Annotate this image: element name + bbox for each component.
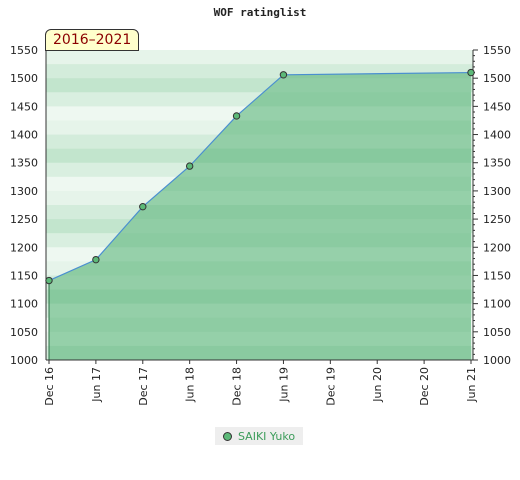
- y-tick-label-left: 1250: [10, 213, 38, 226]
- y-tick-label-left: 1450: [10, 100, 38, 113]
- x-tick-label: Dec 20: [418, 367, 431, 406]
- y-axis-right: 1000 1050 1100 1150 1200 1250 1300 1350 1400 1450…: [473, 44, 511, 367]
- legend[interactable]: SAIKI Yuko: [215, 427, 304, 445]
- x-tick-label: Dec 16: [43, 367, 56, 406]
- x-tick-label: Dec 17: [137, 367, 150, 406]
- y-tick-label-left: 1350: [10, 157, 38, 170]
- area-stripe: [49, 331, 471, 346]
- x-tick-label: Jun 17: [90, 367, 103, 403]
- data-point: [185, 162, 194, 170]
- y-tick-label-right: 1450: [483, 100, 511, 113]
- y-tick-label-left: 1000: [10, 354, 38, 367]
- y-tick-label-left: 1100: [10, 298, 38, 311]
- area-stripe: [49, 275, 471, 290]
- data-point: [467, 68, 475, 77]
- legend-marker: [223, 431, 232, 441]
- y-tick-label-right: 1400: [483, 129, 511, 142]
- y-tick-label-left: 1050: [10, 326, 38, 339]
- data-point: [232, 112, 241, 120]
- y-tick-label-left: 1150: [10, 269, 38, 282]
- y-tick-label-right: 1100: [483, 298, 511, 311]
- y-tick-label-left: 1400: [10, 129, 38, 142]
- area-stripe: [49, 247, 471, 262]
- y-tick-label-right: 1550: [483, 44, 511, 57]
- y-tick-label-right: 1250: [483, 213, 511, 226]
- data-point: [139, 202, 147, 211]
- data-point: [279, 71, 288, 79]
- x-tick-label: Jun 20: [371, 367, 384, 403]
- y-tick-label-right: 1350: [483, 157, 511, 170]
- axes: [45, 50, 474, 361]
- y-tick-label-left: 1200: [10, 241, 38, 254]
- y-tick-label-right: 1300: [483, 185, 511, 198]
- rating-area-fill: [49, 72, 471, 360]
- period-badge: 2016–2021: [45, 29, 140, 51]
- data-point: [45, 276, 53, 285]
- x-tick-label: Dec 18: [231, 367, 244, 406]
- x-tick-label: Jun 19: [277, 367, 290, 403]
- x-tick-label: Dec 19: [324, 367, 337, 406]
- y-tick-label-left: 1550: [10, 44, 38, 57]
- legend-label: SAIKI Yuko: [238, 429, 296, 443]
- y-tick-label-right: 1000: [483, 354, 511, 367]
- y-tick-label-right: 1050: [483, 326, 511, 339]
- y-tick-label-left: 1300: [10, 185, 38, 198]
- y-tick-label-right: 1150: [483, 269, 511, 282]
- y-tick-label-left: 1500: [10, 72, 38, 85]
- y-axis-left: 1000 1050 1100 1150 1200 1250 1300 1350 1400 1450…: [10, 44, 38, 367]
- x-axis-labels: Dec 16 Jun 17 Dec 17 Jun 18 Dec 18 Jun 19 Dec …: [43, 360, 478, 406]
- area-stripe: [49, 303, 471, 318]
- y-tick-label-right: 1200: [483, 241, 511, 254]
- x-tick-label: Jun 18: [184, 367, 197, 403]
- chart-title: WOF ratinglist: [213, 6, 307, 19]
- band: [46, 50, 473, 65]
- area-stripe: [49, 219, 471, 234]
- data-points: [45, 68, 475, 285]
- y-tick-label-right: 1500: [483, 72, 511, 85]
- x-tick-label: Jun 21: [465, 367, 478, 403]
- data-point: [92, 255, 100, 264]
